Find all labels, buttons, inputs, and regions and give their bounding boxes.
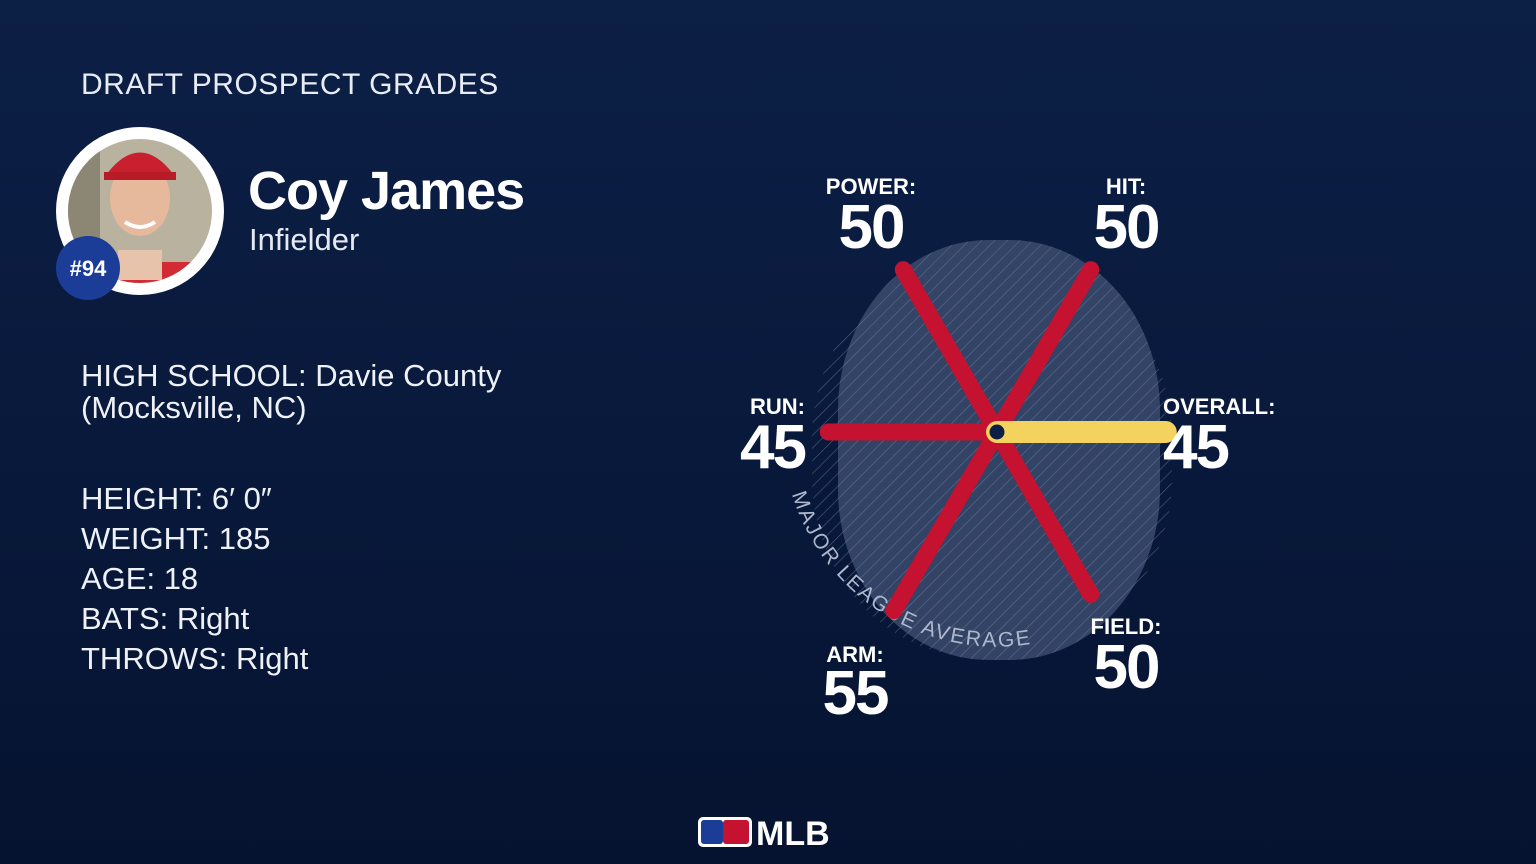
grade-value: 45 — [1163, 413, 1228, 482]
detail: WEIGHT: 185 — [81, 521, 271, 556]
detail: THROWS: Right — [81, 641, 309, 676]
school-line: (Mocksville, NC) — [81, 390, 307, 425]
spoke — [885, 423, 1006, 620]
detail: HEIGHT: 6′ 0″ — [81, 481, 272, 516]
spoke — [988, 423, 1100, 603]
school-line: HIGH SCHOOL: Davie County — [81, 358, 502, 393]
spoke — [988, 261, 1100, 441]
grade-label: FIELD: — [1091, 614, 1162, 639]
grade-label: HIT: — [1106, 174, 1146, 199]
player-name: Coy James — [248, 161, 525, 221]
detail: AGE: 18 — [81, 561, 199, 596]
grade-label: RUN: — [750, 394, 805, 419]
kicker: DRAFT PROSPECT GRADES — [81, 68, 499, 101]
grade-value: 55 — [823, 659, 888, 728]
player-number: #94 — [70, 256, 107, 281]
grade-value: 45 — [740, 413, 805, 482]
grade-value: 50 — [1094, 633, 1159, 702]
grade-value: 50 — [839, 193, 904, 262]
detail: BATS: Right — [81, 601, 250, 636]
grade-label: POWER: — [826, 174, 916, 199]
grade-value: 50 — [1094, 193, 1159, 262]
logo — [698, 817, 752, 847]
center-dot — [986, 421, 1008, 443]
logo-text: MLB — [756, 815, 830, 853]
grade-label: OVERALL: — [1163, 394, 1275, 419]
player-position: Infielder — [249, 222, 360, 257]
spoke — [894, 261, 1006, 441]
grade-label: ARM: — [826, 642, 883, 667]
player-photo — [56, 127, 224, 300]
